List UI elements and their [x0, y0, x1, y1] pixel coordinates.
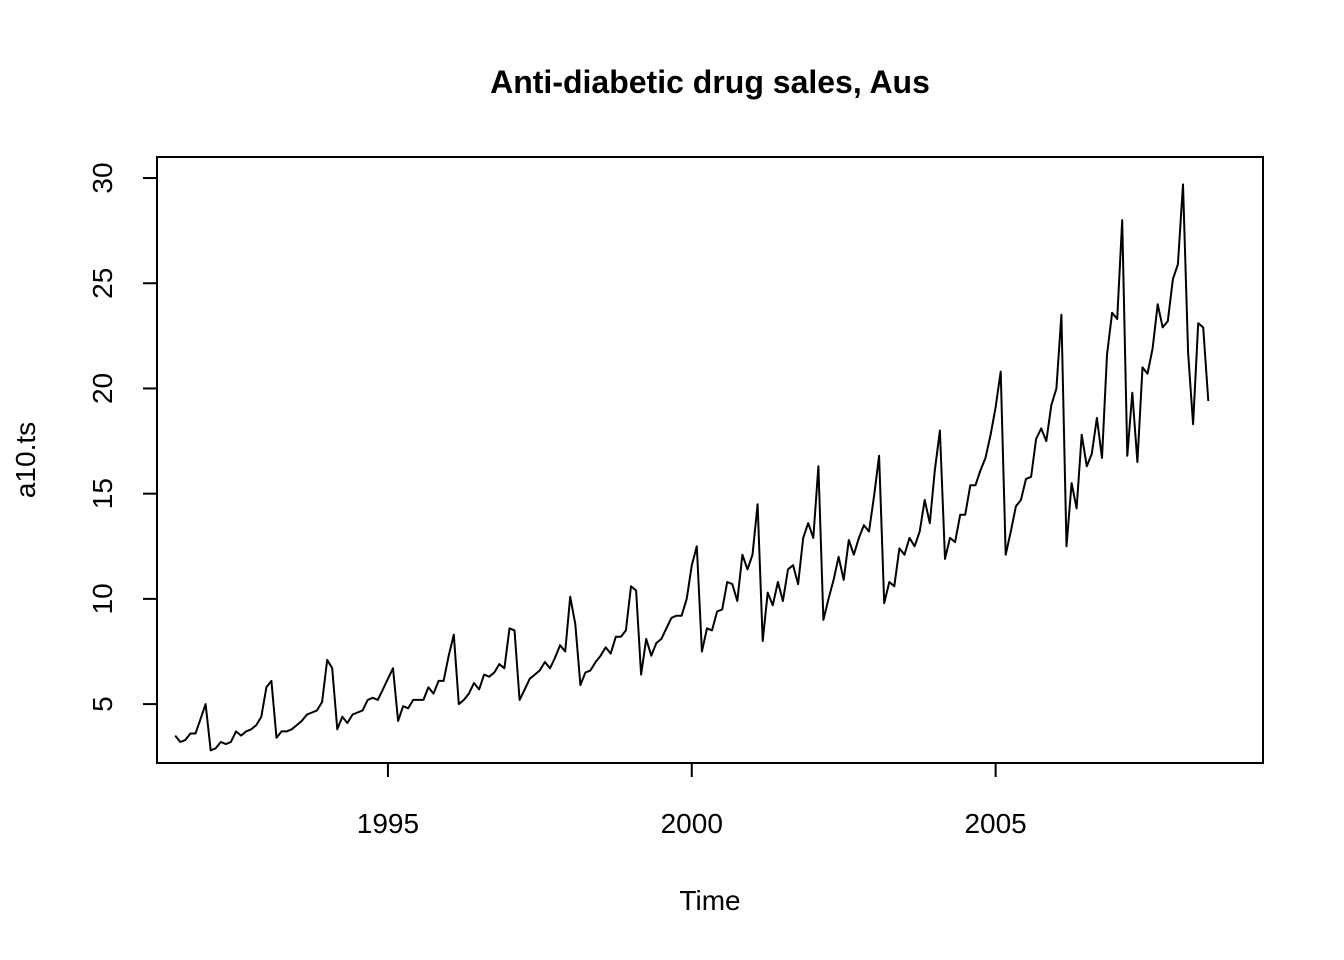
plot-frame [156, 156, 1264, 764]
y-axis-label: a10.ts [10, 422, 41, 498]
y-tick-label-5: 5 [87, 696, 118, 712]
series-line [174, 183, 1210, 752]
y-tick-label-10: 10 [87, 583, 118, 614]
y-tick-label-25: 25 [87, 268, 118, 299]
y-tick-label-20: 20 [87, 373, 118, 404]
x-axis-label: Time [679, 885, 740, 916]
chart-title: Anti-diabetic drug sales, Aus [490, 64, 930, 100]
y-tick-label-30: 30 [87, 162, 118, 193]
x-axis: 1995 2000 2005 [357, 763, 1027, 839]
x-tick-label-2005: 2005 [964, 808, 1026, 839]
y-axis: 5 10 15 20 25 30 [87, 162, 157, 712]
series-points [174, 183, 1209, 751]
y-tick-label-15: 15 [87, 478, 118, 509]
x-tick-label-2000: 2000 [661, 808, 723, 839]
x-tick-label-1995: 1995 [357, 808, 419, 839]
